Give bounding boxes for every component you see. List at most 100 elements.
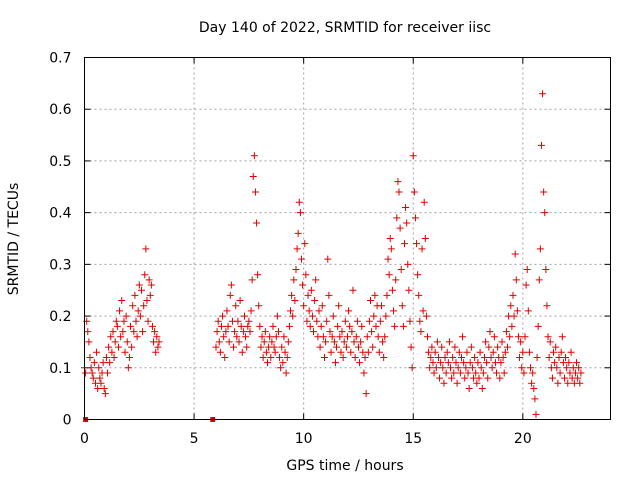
data-point — [564, 379, 572, 387]
data-point — [531, 395, 539, 403]
data-point — [575, 364, 583, 372]
data-point — [331, 359, 339, 367]
data-point — [411, 214, 419, 222]
data-point — [90, 359, 98, 367]
data-point — [116, 307, 124, 315]
data-point — [95, 364, 103, 372]
data-point — [479, 369, 487, 377]
data-point — [426, 364, 434, 372]
data-point — [238, 348, 246, 356]
data-point — [99, 359, 107, 367]
data-point — [417, 328, 425, 336]
data-point — [447, 364, 455, 372]
data-point — [312, 276, 320, 284]
data-point — [219, 312, 227, 320]
data-point — [299, 281, 307, 289]
data-point — [462, 364, 470, 372]
data-point — [434, 353, 442, 361]
data-point — [563, 364, 571, 372]
data-point — [224, 322, 232, 330]
data-point — [518, 364, 526, 372]
data-point — [350, 338, 358, 346]
data-point — [313, 317, 321, 325]
data-point — [335, 302, 343, 310]
data-point — [250, 152, 258, 160]
data-point — [338, 328, 346, 336]
data-point — [86, 353, 94, 361]
data-point — [237, 322, 245, 330]
chart-title: Day 140 of 2022, SRMTID for receiver iis… — [199, 20, 491, 36]
data-point — [106, 359, 114, 367]
data-point — [521, 333, 529, 341]
data-point — [322, 338, 330, 346]
data-point — [251, 188, 259, 196]
data-point — [463, 348, 471, 356]
data-point — [556, 369, 564, 377]
data-point — [503, 343, 511, 351]
data-point — [558, 333, 566, 341]
data-point — [516, 353, 524, 361]
data-point — [114, 343, 122, 351]
data-point — [113, 322, 121, 330]
y-tick-label: 0.1 — [49, 361, 71, 377]
data-point — [432, 364, 440, 372]
data-point — [223, 307, 231, 315]
data-point — [421, 235, 429, 242]
data-point — [386, 235, 394, 242]
data-point — [374, 333, 382, 341]
data-point — [416, 317, 424, 325]
data-point — [84, 328, 92, 336]
data-point — [232, 302, 240, 310]
data-point — [261, 328, 269, 336]
data-point — [100, 384, 108, 392]
data-point — [97, 379, 105, 387]
data-point — [262, 348, 270, 356]
data-point — [381, 333, 389, 341]
data-point — [280, 333, 288, 341]
data-point — [246, 328, 254, 336]
data-point — [233, 333, 241, 341]
data-point — [368, 328, 376, 336]
data-point — [427, 353, 435, 361]
data-point — [274, 328, 282, 336]
data-point — [384, 255, 392, 263]
data-point — [85, 338, 93, 346]
data-point — [395, 188, 403, 196]
data-point — [420, 198, 428, 206]
data-point — [318, 302, 326, 310]
data-point — [304, 291, 312, 299]
data-point — [522, 281, 530, 289]
data-point — [512, 276, 520, 284]
data-point — [430, 369, 438, 377]
data-point — [230, 343, 238, 351]
data-point — [357, 338, 365, 346]
data-point — [511, 250, 519, 258]
data-point — [267, 353, 275, 361]
data-point — [231, 328, 239, 336]
data-point — [221, 353, 229, 361]
data-point — [565, 359, 573, 367]
data-point — [537, 141, 545, 149]
data-point — [259, 353, 267, 361]
data-point — [444, 359, 452, 367]
data-point — [119, 328, 127, 336]
data-point — [484, 374, 492, 382]
data-point — [242, 333, 250, 341]
data-point — [478, 384, 486, 392]
data-point — [454, 364, 462, 372]
data-point — [154, 343, 162, 351]
data-point — [285, 322, 293, 330]
data-point — [118, 297, 126, 305]
data-point — [528, 379, 536, 387]
data-point — [320, 353, 328, 361]
data-point — [107, 333, 115, 341]
data-point — [125, 353, 133, 361]
data-point — [480, 353, 488, 361]
data-point — [297, 255, 305, 263]
data-point — [323, 317, 331, 325]
data-point — [467, 343, 475, 351]
data-point — [529, 369, 537, 377]
data-point — [284, 338, 292, 346]
data-point — [315, 307, 323, 315]
data-point — [135, 281, 143, 289]
